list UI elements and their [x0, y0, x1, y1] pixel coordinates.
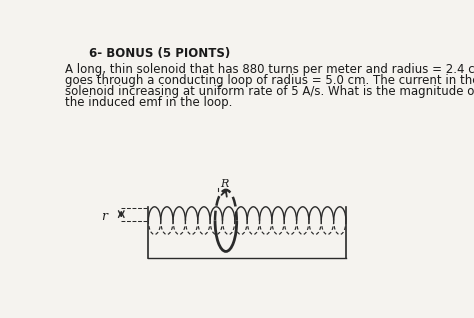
Text: A long, thin solenoid that has 880 turns per meter and radius = 2.4 cm: A long, thin solenoid that has 880 turns…	[65, 63, 474, 76]
Text: solenoid increasing at uniform rate of 5 A/s. What is the magnitude of: solenoid increasing at uniform rate of 5…	[65, 85, 474, 98]
Text: R: R	[219, 179, 228, 189]
Text: the induced emf in the loop.: the induced emf in the loop.	[65, 96, 233, 109]
Text: r: r	[101, 210, 107, 223]
Text: goes through a conducting loop of radius = 5.0 cm. The current in the: goes through a conducting loop of radius…	[65, 74, 474, 87]
Text: 6- BONUS (5 PIONTS): 6- BONUS (5 PIONTS)	[89, 47, 230, 60]
